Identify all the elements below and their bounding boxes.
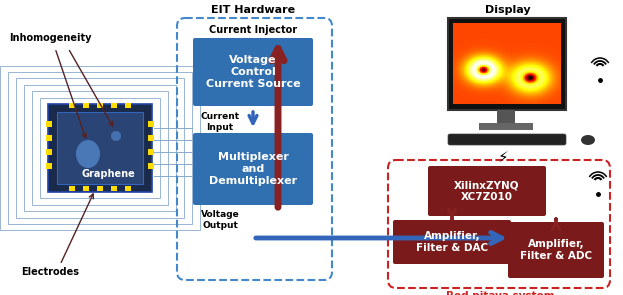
Bar <box>69 186 75 191</box>
Bar <box>497 110 515 124</box>
FancyBboxPatch shape <box>428 166 546 216</box>
Bar <box>111 103 117 108</box>
FancyBboxPatch shape <box>193 133 313 205</box>
Bar <box>97 186 103 191</box>
Text: Red pitaya system: Red pitaya system <box>445 291 554 295</box>
Bar <box>148 163 154 169</box>
Ellipse shape <box>76 140 100 168</box>
Text: Current
Input: Current Input <box>201 112 240 132</box>
Bar <box>148 121 154 127</box>
FancyBboxPatch shape <box>193 38 313 106</box>
Bar <box>8 72 192 224</box>
Bar <box>16 78 184 218</box>
Bar <box>24 85 176 211</box>
Text: Voltage
Output: Voltage Output <box>201 210 239 230</box>
Bar <box>32 91 168 205</box>
Bar <box>479 123 533 130</box>
Bar <box>69 103 75 108</box>
Bar <box>48 104 152 192</box>
Bar <box>125 186 131 191</box>
FancyBboxPatch shape <box>393 220 511 264</box>
FancyBboxPatch shape <box>508 222 604 278</box>
Text: Amplifier,
Filter & DAC: Amplifier, Filter & DAC <box>416 231 488 253</box>
Bar <box>40 98 160 199</box>
Text: ⚡: ⚡ <box>498 150 508 165</box>
Bar <box>448 18 566 110</box>
Bar <box>46 135 52 141</box>
Text: Amplifier,
Filter & ADC: Amplifier, Filter & ADC <box>520 239 592 261</box>
Bar <box>125 103 131 108</box>
Bar <box>57 112 143 184</box>
Ellipse shape <box>581 135 595 145</box>
Bar <box>97 103 103 108</box>
Bar <box>148 149 154 155</box>
Text: Graphene: Graphene <box>81 169 135 179</box>
Text: Current Injector: Current Injector <box>209 25 297 35</box>
Bar <box>46 163 52 169</box>
Text: Display: Display <box>485 5 531 15</box>
Text: Inhomogeneity: Inhomogeneity <box>9 33 91 43</box>
Text: XilinxZYNQ
XC7Z010: XilinxZYNQ XC7Z010 <box>454 180 520 202</box>
Text: EIT Hardware: EIT Hardware <box>211 5 295 15</box>
Bar <box>148 135 154 141</box>
FancyBboxPatch shape <box>448 134 566 145</box>
Bar <box>83 103 89 108</box>
Ellipse shape <box>111 131 121 141</box>
Bar <box>0 65 200 230</box>
Text: Electrodes: Electrodes <box>21 267 79 277</box>
Bar <box>83 186 89 191</box>
Bar <box>46 121 52 127</box>
Text: Multiplexer
and
Demultiplexer: Multiplexer and Demultiplexer <box>209 153 297 186</box>
Bar <box>46 149 52 155</box>
Text: Voltage
Control
Current Source: Voltage Control Current Source <box>206 55 300 88</box>
Bar <box>111 186 117 191</box>
